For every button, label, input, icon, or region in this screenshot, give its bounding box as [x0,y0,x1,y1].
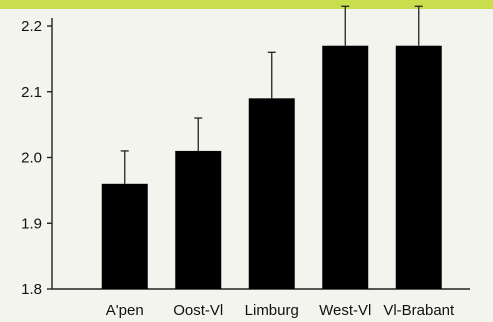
y-tick-label: 2.1 [21,84,42,101]
y-tick-label: 1.9 [21,215,42,232]
x-category-label: Oost-Vl [173,302,223,319]
x-category-label: West-Vl [319,302,371,319]
bar [322,45,369,289]
y-tick-label: 1.8 [21,281,42,298]
bar [395,45,442,289]
bar [248,98,295,289]
bar [175,150,222,289]
top-color-band [0,0,493,9]
y-tick-label: 2.0 [21,150,42,167]
x-category-label: Vl-Brabant [383,302,455,319]
bar [101,183,148,289]
x-category-label: Limburg [245,302,299,319]
x-category-label: A'pen [106,302,144,319]
y-tick-label: 2.2 [21,18,42,35]
